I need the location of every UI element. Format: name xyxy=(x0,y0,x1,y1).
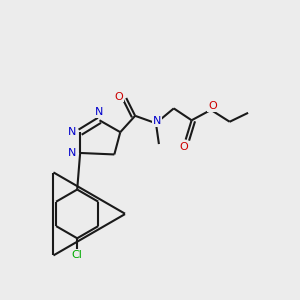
Text: N: N xyxy=(68,148,76,158)
Text: O: O xyxy=(114,92,123,101)
Text: Cl: Cl xyxy=(72,250,83,260)
Text: O: O xyxy=(208,101,217,111)
Text: N: N xyxy=(153,116,161,126)
Text: O: O xyxy=(180,142,189,152)
Text: N: N xyxy=(95,107,104,117)
Text: N: N xyxy=(68,127,76,137)
